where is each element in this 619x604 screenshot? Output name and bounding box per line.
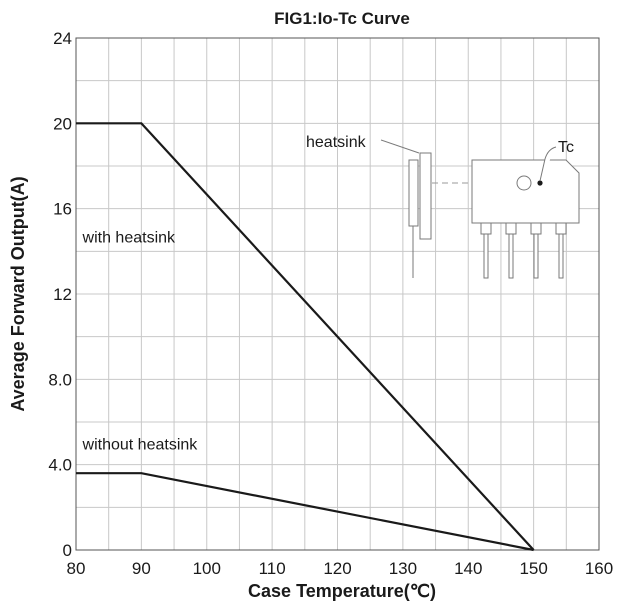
lead-2-tab bbox=[505, 222, 517, 235]
series bbox=[76, 122, 535, 552]
annotations: with heatsink without heatsink bbox=[82, 229, 199, 453]
y-axis-title: Average Forward Output(A) bbox=[8, 176, 28, 411]
lead-3 bbox=[533, 233, 539, 279]
lead-4 bbox=[558, 233, 564, 279]
y-tick-label: 20 bbox=[53, 114, 72, 133]
lead-1-tab bbox=[480, 222, 492, 235]
bridge-leads bbox=[480, 222, 567, 279]
x-tick-label: 140 bbox=[454, 559, 482, 578]
x-tick-label: 160 bbox=[585, 559, 613, 578]
bridge-body bbox=[471, 159, 580, 224]
heatsink-leader-line bbox=[380, 139, 420, 154]
lead-4-tab bbox=[555, 222, 567, 235]
series-line-without-heatsink bbox=[76, 472, 534, 552]
x-axis-title: Case Temperature(℃) bbox=[248, 581, 436, 601]
mounting-hole bbox=[516, 175, 532, 191]
chart-title: FIG1:Io-Tc Curve bbox=[274, 9, 410, 28]
x-tick-label: 110 bbox=[259, 559, 286, 578]
x-tick-label: 150 bbox=[519, 559, 547, 578]
y-tick-label: 12 bbox=[53, 285, 72, 304]
package-inset: heatsink Tc bbox=[306, 134, 580, 279]
tc-label: Tc bbox=[558, 139, 574, 156]
x-tick-label: 120 bbox=[323, 559, 351, 578]
x-tick-labels: 80 90 100 110 120 130 140 150 160 bbox=[67, 559, 614, 578]
grid bbox=[76, 38, 599, 550]
series-line-with-heatsink bbox=[76, 122, 535, 551]
lead-2 bbox=[508, 233, 514, 279]
heatsink-front-plate bbox=[419, 152, 432, 240]
lead-1 bbox=[483, 233, 489, 279]
x-tick-label: 80 bbox=[67, 559, 86, 578]
y-tick-label: 16 bbox=[53, 200, 72, 219]
y-tick-labels: 0 4.0 8.0 12 16 20 24 bbox=[48, 29, 72, 560]
x-tick-label: 100 bbox=[193, 559, 221, 578]
annotation-without-heatsink: without heatsink bbox=[82, 436, 199, 453]
x-tick-label: 130 bbox=[389, 559, 417, 578]
heatsink-rear-plate bbox=[408, 159, 419, 227]
tc-point bbox=[537, 180, 543, 186]
annotation-with-heatsink: with heatsink bbox=[82, 229, 176, 246]
tc-leader-line bbox=[539, 146, 557, 182]
y-tick-label: 24 bbox=[53, 29, 72, 48]
plot-frame bbox=[75, 37, 600, 551]
heatsink-label: heatsink bbox=[306, 134, 367, 151]
y-tick-label: 8.0 bbox=[48, 370, 72, 389]
y-tick-label: 0 bbox=[63, 541, 72, 560]
y-tick-label: 4.0 bbox=[48, 456, 72, 475]
x-tick-label: 90 bbox=[132, 559, 151, 578]
lead-3-tab bbox=[530, 222, 542, 235]
